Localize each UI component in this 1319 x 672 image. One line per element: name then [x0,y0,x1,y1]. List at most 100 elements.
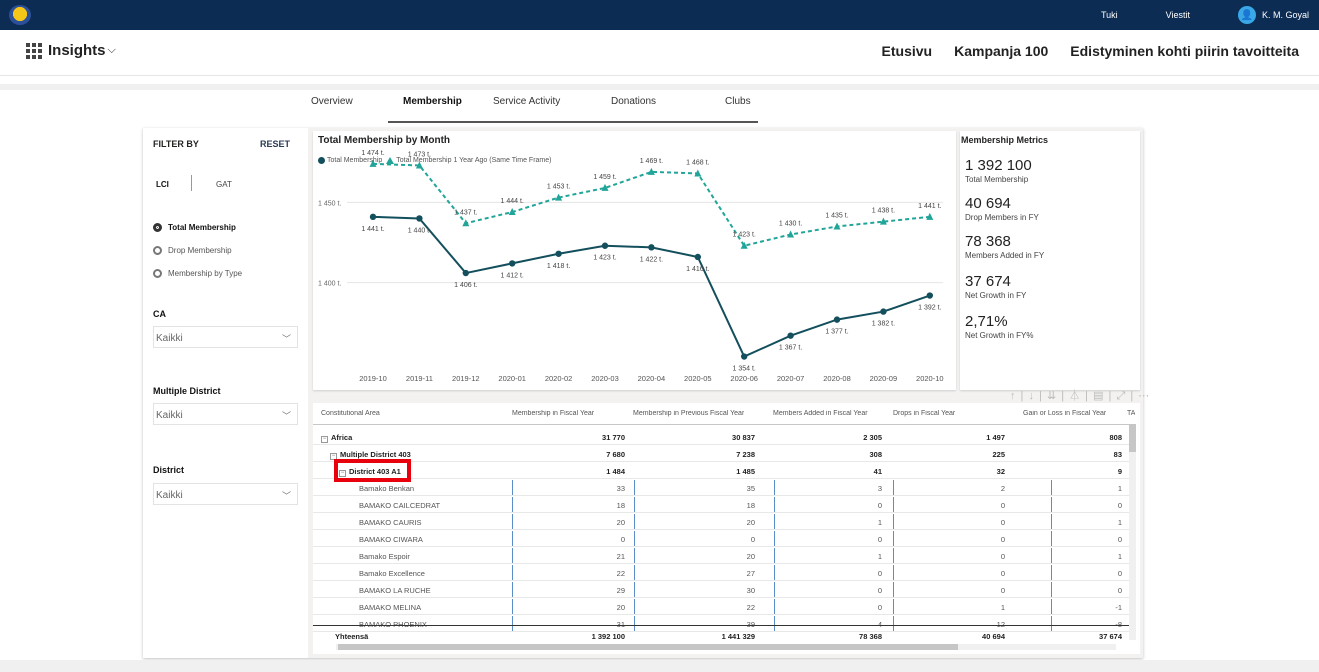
col-header[interactable]: TA [1127,410,1136,417]
membership-chart[interactable]: Total Membership by Month Total Membersh… [313,131,956,390]
table-row[interactable]: − Africa 31 770 30 837 2 305 1 497 808 [313,428,1133,445]
radio-drop-membership[interactable]: Drop Membership [153,246,232,255]
data-bar [512,531,513,546]
table-cell: 0 [620,535,625,544]
scrollbar-thumb[interactable] [1129,424,1136,452]
tab-clubs[interactable]: Clubs [725,96,751,107]
tab-overview[interactable]: Overview [311,96,353,107]
tab-service-activity[interactable]: Service Activity [493,96,561,107]
user-avatar-icon[interactable]: 👤 [1237,6,1256,24]
col-header[interactable]: Constitutional Area [321,410,380,417]
metric-net-growth: 37 674 Net Growth in FY [965,273,1026,300]
horizontal-scrollbar[interactable] [336,644,1116,650]
col-header[interactable]: Membership in Fiscal Year [512,410,595,417]
toggle-gat[interactable]: GAT [216,180,232,189]
radio-membership-by-type[interactable]: Membership by Type [153,269,242,278]
metric-value: 37 674 [965,273,1011,290]
table-row[interactable]: − Multiple District 403 7 680 7 238 308 225 83 [313,445,1133,462]
table-row[interactable]: Bamako Excellence 22 27 0 0 0 [313,564,1133,581]
col-header[interactable]: Gain or Loss in Fiscal Year [1023,410,1107,417]
district-dropdown[interactable]: Kaikki ﹀ [153,483,298,505]
reset-button[interactable]: RESET [260,139,291,149]
data-label: 1 453 t. [547,184,570,191]
collapse-icon[interactable]: − [330,453,337,460]
x-tick-label: 2020-10 [916,374,944,383]
row-label: − Multiple District 403 [330,450,411,460]
radio-total-membership[interactable]: Total Membership [153,223,236,232]
table-cell: 29 [616,586,625,595]
table-row[interactable]: BAMAKO CAILCEDRAT 18 18 0 0 0 [313,496,1133,513]
toggle-lci[interactable]: LCI [156,180,169,189]
table-row[interactable]: BAMAKO MELINA 20 22 0 1 -1 [313,598,1133,615]
x-tick-label: 2019-10 [359,374,387,383]
data-bar [774,480,775,495]
table-cell: 1 484 [606,467,625,476]
lions-logo-icon[interactable] [9,5,31,25]
metric-value: 78 368 [965,233,1011,250]
col-header[interactable]: Members Added in Fiscal Year [773,410,868,417]
col-header[interactable]: Membership in Previous Fiscal Year [633,410,745,417]
vertical-scrollbar[interactable] [1129,424,1136,640]
table-row[interactable]: BAMAKO PHOENIX 31 39 4 12 -8 [313,615,1133,632]
data-point [694,253,701,261]
data-point [369,159,377,167]
col-header[interactable]: Drops in Fiscal Year [893,410,956,417]
table-row[interactable]: − District 403 A1 1 484 1 485 41 32 9 [313,462,1133,479]
table-cell: 1 [1000,603,1005,612]
chevron-down-icon[interactable]: ⌵ [107,44,116,56]
table-row[interactable]: Bamako Espoir 21 20 1 0 1 [313,547,1133,564]
data-bar [634,480,635,495]
app-switcher[interactable]: Insights ⌵ [26,42,116,59]
nav-campaign-100[interactable]: Kampanja 100 [954,43,1049,59]
visual-header-icons[interactable]: ↑ | ↓ | ⇊ | ⏃ | ▤ | ⤢ | ⋯ [1010,390,1151,402]
data-label: 1 422 t. [640,256,663,263]
tab-donations[interactable]: Donations [611,96,657,107]
legend-item[interactable]: Total Membership 1 Year Ago (Same Time F… [396,157,552,164]
data-bar [893,616,894,631]
data-bar [634,565,635,580]
x-tick-label: 2020-03 [591,374,619,383]
nav-home[interactable]: Etusivu [881,43,933,59]
ca-dropdown[interactable]: Kaikki ﹀ [153,326,298,348]
table-cell: 1 [877,552,882,561]
user-name[interactable]: K. M. Goyal [1261,10,1309,20]
table-row[interactable]: BAMAKO CAURIS 20 20 1 0 1 [313,513,1133,530]
multiple-district-dropdown[interactable]: Kaikki ﹀ [153,403,298,425]
table-cell: 1 497 [986,433,1005,442]
collapse-icon[interactable]: − [339,470,346,477]
table-cell: 31 [617,620,625,629]
top-nav: Etusivu Kampanja 100 Edistyminen kohti p… [860,43,1299,59]
metrics-title: Membership Metrics [961,135,1049,145]
metric-value: 1 392 100 [965,157,1032,174]
table-row[interactable]: Bamako Benkan 33 35 3 2 1 [313,479,1133,496]
table-row[interactable]: BAMAKO CIWARA 0 0 0 0 0 [313,530,1133,547]
data-bar [512,616,513,631]
table-row[interactable]: BAMAKO LA RUCHE 29 30 0 0 0 [313,581,1133,598]
table-cell: 0 [877,501,882,510]
row-label: BAMAKO LA RUCHE [359,586,431,595]
tab-membership[interactable]: Membership [403,96,462,107]
table-cell: 808 [1109,433,1122,442]
waffle-icon[interactable] [26,42,42,59]
nav-district-goals[interactable]: Edistyminen kohti piirin tavoitteita [1070,43,1299,59]
collapse-icon[interactable]: − [321,436,328,443]
table-cell: 83 [1113,450,1122,459]
scrollbar-thumb[interactable] [338,644,958,650]
table-cell: 0 [1000,518,1005,527]
data-label: 1 430 t. [779,221,802,228]
data-label: 1 473 t. [408,151,431,158]
table-cell: 18 [616,501,625,510]
data-bar [774,548,775,563]
help-link[interactable]: Tuki [1100,10,1118,20]
table-cell: 1 [1117,484,1122,493]
legend-item[interactable]: Total Membership [327,157,383,164]
messages-link[interactable]: Viestit [1165,10,1190,20]
table-cell: 32 [996,467,1005,476]
table-cell: 20 [616,603,625,612]
radio-label: Total Membership [168,223,236,232]
row-label: Bamako Benkan [359,484,414,493]
data-point [555,250,562,257]
highlight-box [334,459,411,482]
table-cell: 20 [746,518,755,527]
data-label: 1 474 t. [361,150,384,157]
